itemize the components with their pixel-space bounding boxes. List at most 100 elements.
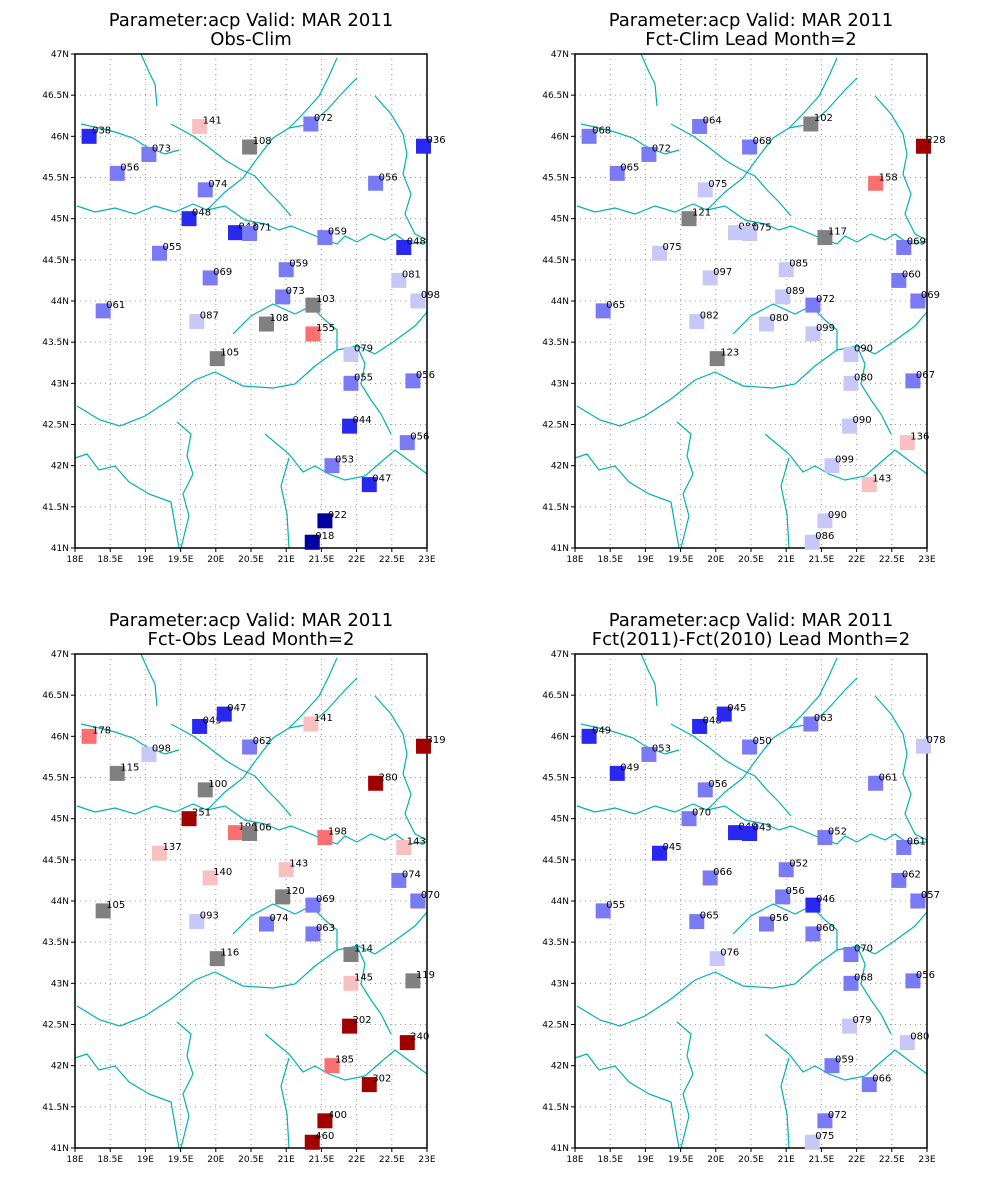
station-marker [896,839,912,855]
station-value-label: 178 [92,725,111,736]
x-tick-label: 21.5E [809,555,835,565]
station-value-label: 063 [316,923,335,934]
boundary-line [640,653,658,707]
station-value-label: 056 [120,162,139,173]
station-marker [368,775,384,791]
station-marker [742,139,758,155]
y-tick-label: 44.5N [42,256,69,266]
y-tick-label: 46.5N [542,91,569,101]
station-marker [342,1018,358,1034]
station-value-label: 074 [402,869,421,880]
x-tick-label: 21E [278,1155,295,1165]
station-marker [697,782,713,798]
station-marker [391,872,407,888]
y-tick-label: 47N [551,50,569,60]
station-marker [689,314,705,330]
station-marker [342,418,358,434]
station-marker [216,706,232,722]
x-tick-label: 19E [137,1155,154,1165]
boundary-line [670,123,792,217]
station-marker [209,351,225,367]
boundary-line [76,803,428,845]
station-marker [275,289,291,305]
station-marker [189,314,205,330]
station-value-label: 070 [854,944,873,955]
station-value-label: 070 [421,890,440,901]
boundary-line [574,1053,680,1149]
y-tick-label: 42N [551,1062,569,1072]
station-value-label: 115 [120,762,139,773]
y-tick-label: 46N [51,132,69,142]
station-marker [899,1035,915,1051]
station-value-label: 061 [106,300,125,311]
boundary-line [280,1057,290,1149]
station-marker [742,225,758,241]
y-tick-label: 42.5N [42,421,69,431]
station-marker [415,138,431,154]
y-tick-label: 43.5N [542,338,569,348]
boundary-line [140,653,158,707]
y-tick-label: 46.5N [42,91,69,101]
station-marker [141,146,157,162]
y-tick-label: 43N [551,979,569,989]
station-marker [692,718,708,734]
station-marker [905,373,921,389]
y-tick-label: 46.5N [42,691,69,701]
y-tick-label: 43.5N [542,938,569,948]
station-marker [197,782,213,798]
station-marker [609,165,625,181]
station-value-label: 086 [815,531,834,542]
station-marker [709,951,725,967]
y-tick-label: 41N [551,1144,569,1154]
x-tick-label: 18E [66,555,83,565]
boundary-line [356,945,392,1035]
station-marker [868,775,884,791]
station-value-label: 141 [203,115,222,126]
station-value-label: 100 [208,779,227,790]
station-value-label: 066 [872,1074,891,1085]
station-value-label: 063 [814,713,833,724]
x-tick-label: 21.5E [309,555,335,565]
boundary-line [706,657,838,811]
station-value-label: 055 [606,900,625,911]
station-value-label: 251 [192,808,211,819]
station-marker [702,270,718,286]
boundary-line [176,421,194,549]
station-marker [595,303,611,319]
boundary-line [576,803,928,845]
coastline-outline [574,653,928,1149]
station-marker [361,477,377,493]
coastline-outline [74,53,428,549]
panel-title: Parameter:acp Valid: MAR 2011 [109,610,394,631]
panel-subtitle: Fct(2011)-Fct(2010) Lead Month=2 [592,629,910,650]
station-value-label: 145 [354,972,373,983]
station-value-label: 056 [786,886,805,897]
station-value-label: 045 [727,703,746,714]
station-value-label: 302 [372,1074,391,1085]
station-value-label: 065 [620,162,639,173]
station-value-label: 117 [828,227,847,238]
station-value-label: 062 [902,869,921,880]
station-value-label: 064 [703,115,722,126]
x-tick-label: 18.5E [97,1155,123,1165]
station-value-label: 102 [814,113,833,124]
station-marker [805,897,821,913]
station-marker [910,293,926,309]
x-tick-label: 18.5E [97,555,123,565]
station-value-label: 052 [789,859,808,870]
boundary-line [580,123,680,155]
station-value-label: 075 [753,222,772,233]
station-marker [303,716,319,732]
x-tick-label: 23E [418,555,435,565]
station-marker [805,326,821,342]
station-value-label: 072 [314,113,333,124]
boundary-line [574,453,680,549]
station-marker [151,245,167,261]
station-marker [641,746,657,762]
station-value-label: 123 [720,348,739,359]
station-marker [202,870,218,886]
station-value-label: 141 [314,713,333,724]
station-marker [304,534,320,550]
